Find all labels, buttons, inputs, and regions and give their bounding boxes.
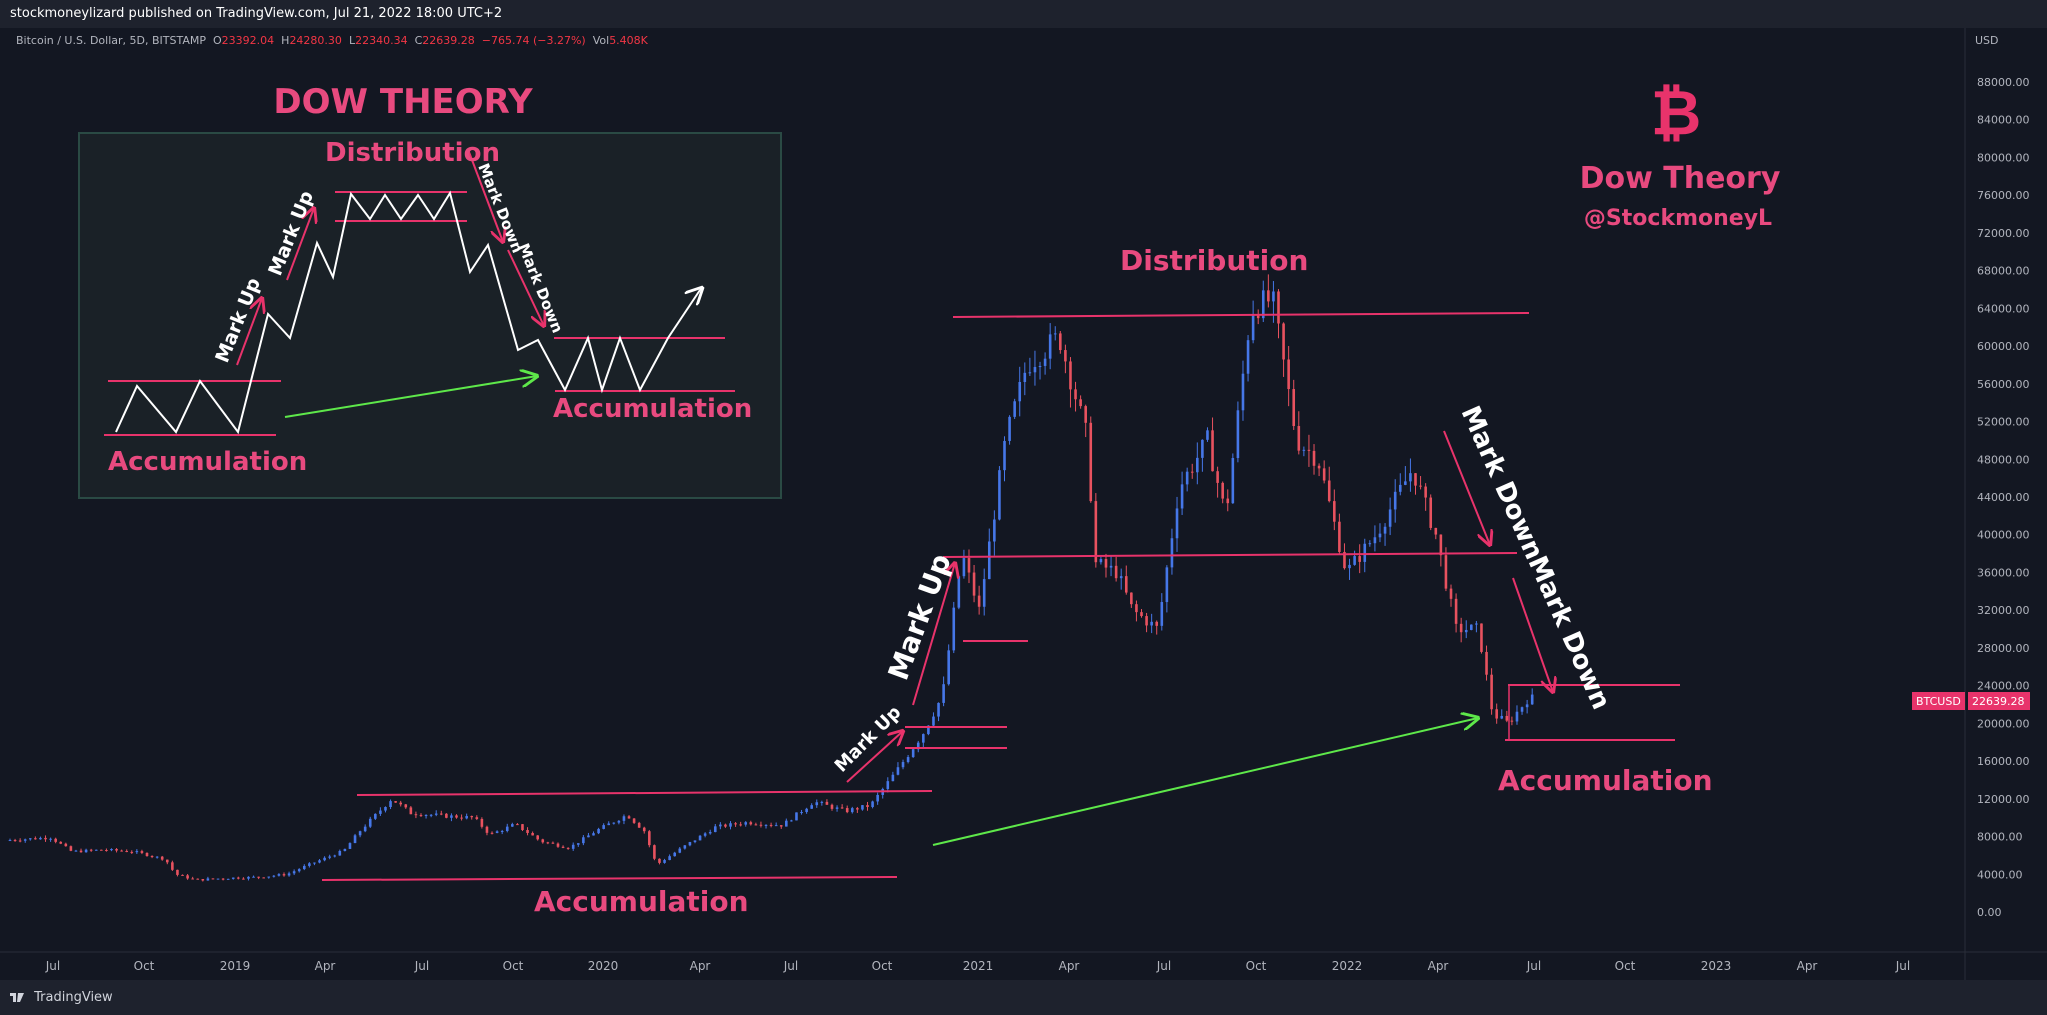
vol-value: 5.408K bbox=[609, 34, 648, 47]
vol-label: Vol bbox=[592, 34, 610, 47]
symbol-legend: Bitcoin / U.S. Dollar, 5D, BITSTAMP O233… bbox=[16, 34, 648, 47]
low-value: 22340.34 bbox=[355, 34, 408, 47]
published-text: stockmoneylizard published on TradingVie… bbox=[10, 6, 503, 21]
published-header: stockmoneylizard published on TradingVie… bbox=[0, 0, 2047, 28]
chart-frame[interactable] bbox=[0, 28, 2047, 980]
close-label: C bbox=[414, 34, 423, 47]
change-value: −765.74 (−3.27%) bbox=[481, 34, 586, 47]
symbol-name[interactable]: Bitcoin / U.S. Dollar, 5D, BITSTAMP bbox=[16, 34, 206, 47]
open-label: O bbox=[212, 34, 222, 47]
high-label: H bbox=[281, 34, 290, 47]
tradingview-logo-icon bbox=[10, 993, 24, 1002]
brand-text[interactable]: TradingView bbox=[34, 990, 113, 1005]
close-value: 22639.28 bbox=[422, 34, 475, 47]
tradingview-footer: TradingView bbox=[0, 980, 2047, 1015]
open-value: 23392.04 bbox=[221, 34, 275, 47]
low-label: L bbox=[348, 34, 356, 47]
high-value: 24280.30 bbox=[289, 34, 342, 47]
